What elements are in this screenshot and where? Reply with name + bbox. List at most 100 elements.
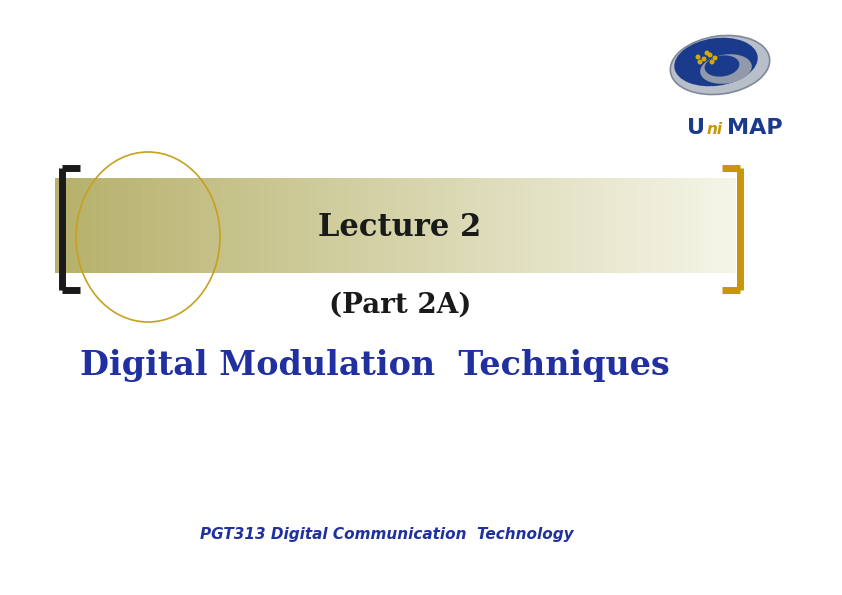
Bar [266,178,269,273]
Bar [325,178,328,273]
Bar [227,178,230,273]
Bar [379,178,382,273]
Bar [565,178,568,273]
Bar [87,178,89,273]
Bar [525,178,527,273]
Bar [663,178,665,273]
Bar [604,178,606,273]
Bar [157,178,160,273]
Bar [349,178,353,273]
Bar [588,178,590,273]
Bar [466,178,468,273]
Bar [261,178,264,273]
Bar [404,178,407,273]
Bar [329,178,332,273]
Bar [429,178,432,273]
Bar [581,178,584,273]
Bar [302,178,305,273]
Bar [694,178,697,273]
Bar [531,178,534,273]
Bar [221,178,223,273]
Bar [699,178,701,273]
Bar [676,178,679,273]
Bar [434,178,436,273]
Bar [186,178,189,273]
Bar [189,178,191,273]
Bar [626,178,629,273]
Bar [672,178,674,273]
Bar [182,178,184,273]
Bar [712,178,715,273]
Bar [400,178,402,273]
Bar [422,178,425,273]
Bar [590,178,593,273]
Bar [245,178,248,273]
Bar [723,178,727,273]
Bar [296,178,298,273]
Bar [454,178,456,273]
Bar [152,178,155,273]
Bar [333,178,337,273]
Ellipse shape [670,36,770,95]
Bar [610,178,613,273]
Bar [658,178,661,273]
Bar [218,178,221,273]
Bar [578,178,581,273]
Bar [320,178,323,273]
Text: Lecture 2: Lecture 2 [318,212,482,243]
Bar [100,178,103,273]
Bar [264,178,266,273]
Bar [341,178,344,273]
Bar [343,178,345,273]
Bar [708,178,711,273]
Bar [159,178,162,273]
Bar [620,178,622,273]
Bar [664,178,668,273]
Bar [601,178,604,273]
Bar [205,178,207,273]
Circle shape [705,51,710,55]
Bar [477,178,479,273]
Bar [605,178,609,273]
Bar [191,178,194,273]
Bar [268,178,271,273]
Text: MAP: MAP [727,118,782,138]
Bar [522,178,525,273]
Bar [359,178,361,273]
Bar [690,178,692,273]
Bar [280,178,282,273]
Bar [717,178,720,273]
Bar [73,178,76,273]
Bar [103,178,105,273]
Bar [274,178,278,273]
Bar [644,178,647,273]
Circle shape [707,52,712,58]
Bar [139,178,141,273]
Bar [77,178,81,273]
Bar [692,178,695,273]
Bar [674,178,677,273]
Bar [384,178,386,273]
Bar [562,178,566,273]
Bar [624,178,626,273]
Bar [162,178,164,273]
Bar [60,178,62,273]
Bar [116,178,119,273]
Bar [370,178,373,273]
Bar [517,178,520,273]
Bar [365,178,368,273]
Bar [504,178,507,273]
Bar [282,178,285,273]
Bar [633,178,636,273]
Bar [490,178,493,273]
Bar [179,178,183,273]
Bar [123,178,125,273]
Bar [701,178,704,273]
Bar [273,178,275,273]
Bar [105,178,108,273]
Bar [440,178,443,273]
Bar [680,178,684,273]
Bar [136,178,140,273]
Bar [84,178,88,273]
Bar [458,178,461,273]
